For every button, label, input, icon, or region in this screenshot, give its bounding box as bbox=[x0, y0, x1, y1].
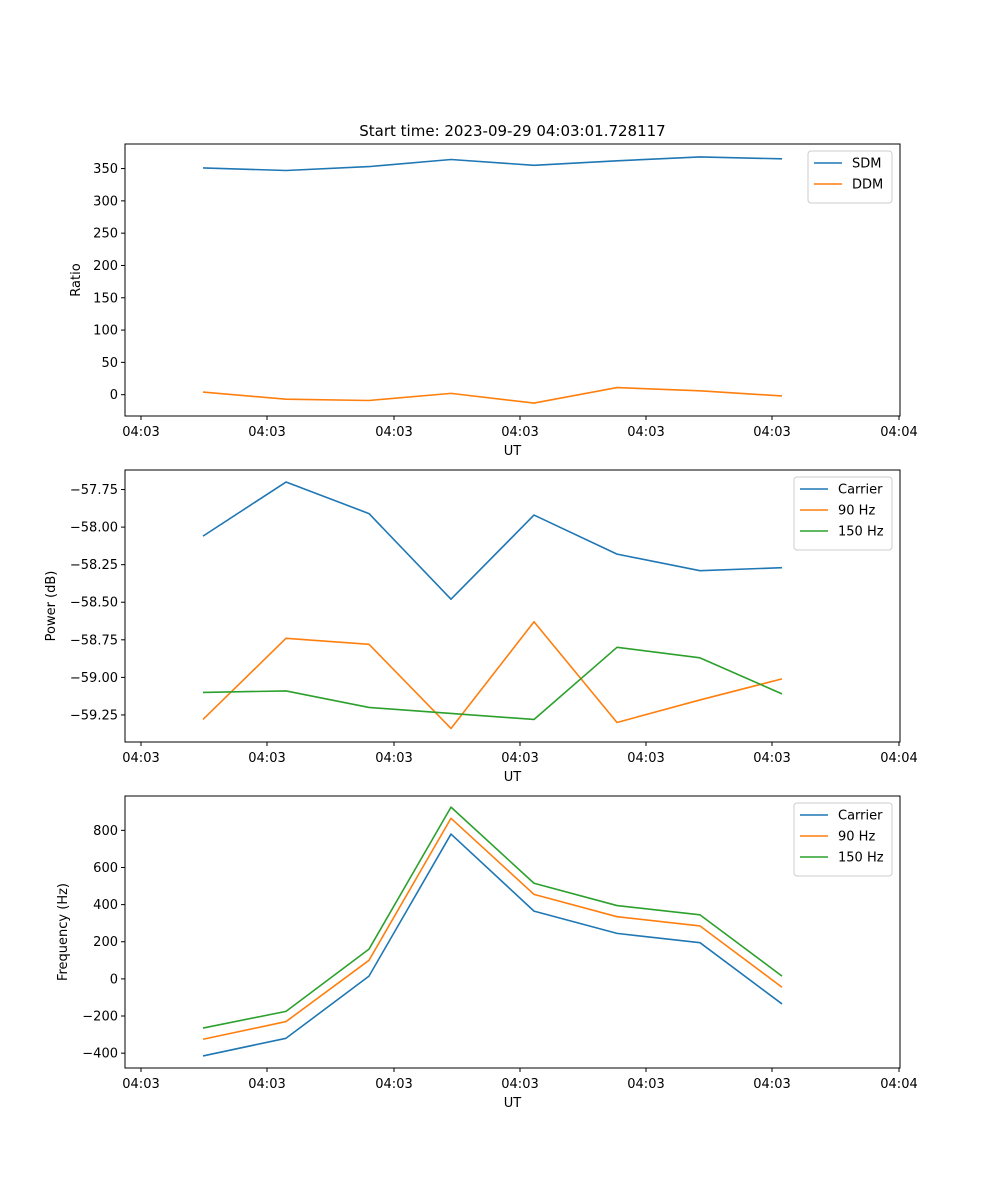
panel-1: 0 50 100 150 200 250 300 350 04:03 04:03 04:03 04:0… bbox=[69, 143, 918, 459]
series-line-carrier bbox=[202, 833, 783, 1057]
y-tick-label: 600 bbox=[93, 861, 118, 876]
x-tick-label: 04:03 bbox=[248, 425, 285, 440]
legend-entry: Carrier bbox=[838, 483, 883, 498]
x-tick-label: 04:03 bbox=[122, 425, 159, 440]
x-tick-label: 04:03 bbox=[375, 751, 412, 766]
axes-frame bbox=[124, 795, 901, 1069]
series-line-carrier bbox=[202, 481, 783, 601]
x-tick-label: 04:03 bbox=[753, 1077, 790, 1092]
legend-entry: Carrier bbox=[838, 809, 883, 824]
y-tick-label: −58.50 bbox=[70, 596, 118, 611]
x-tick-label: 04:03 bbox=[627, 425, 664, 440]
series-line-150-hz bbox=[202, 806, 783, 1029]
x-tick-label: 04:03 bbox=[627, 751, 664, 766]
y-tick-label: 250 bbox=[93, 227, 118, 242]
legend-entry: DDM bbox=[852, 178, 883, 193]
x-tick-label: 04:04 bbox=[880, 1077, 917, 1092]
series-line-ddm bbox=[202, 386, 783, 404]
axes-frame bbox=[124, 143, 901, 417]
x-tick-label: 04:03 bbox=[501, 751, 538, 766]
y-tick-label: −59.25 bbox=[70, 708, 118, 723]
y-tick-label: −57.75 bbox=[70, 483, 118, 498]
y-tick-label: −200 bbox=[82, 1010, 118, 1025]
series-line-150-hz bbox=[202, 646, 783, 721]
x-tick-label: 04:03 bbox=[248, 751, 285, 766]
x-tick-label: 04:03 bbox=[501, 1077, 538, 1092]
x-tick-label: 04:03 bbox=[627, 1077, 664, 1092]
y-axis-label: Frequency (Hz) bbox=[56, 883, 71, 981]
y-tick-label: 0 bbox=[110, 388, 118, 403]
y-tick-label: 100 bbox=[93, 324, 118, 339]
y-tick-label: −58.25 bbox=[70, 558, 118, 573]
x-tick-label: 04:03 bbox=[753, 751, 790, 766]
y-axis-label: Power (dB) bbox=[44, 571, 59, 642]
y-tick-label: 200 bbox=[93, 259, 118, 274]
y-tick-label: 350 bbox=[93, 162, 118, 177]
x-tick-label: 04:03 bbox=[375, 1077, 412, 1092]
series-line-sdm bbox=[202, 156, 783, 172]
y-tick-label: 150 bbox=[93, 291, 118, 306]
y-tick-label: 800 bbox=[93, 824, 118, 839]
y-tick-label: 400 bbox=[93, 898, 118, 913]
x-tick-label: 04:04 bbox=[880, 425, 917, 440]
legend-entry: SDM bbox=[852, 157, 881, 172]
x-axis-label: UT bbox=[504, 770, 522, 785]
series-line-90-hz bbox=[202, 817, 783, 1041]
legend-entry: 90 Hz bbox=[838, 830, 875, 845]
y-tick-label: 50 bbox=[101, 356, 118, 371]
y-tick-label: −58.00 bbox=[70, 521, 118, 536]
y-tick-label: −400 bbox=[82, 1047, 118, 1062]
x-tick-label: 04:03 bbox=[375, 425, 412, 440]
legend-entry: 150 Hz bbox=[838, 851, 884, 866]
chart-title: Start time: 2023-09-29 04:03:01.728117 bbox=[359, 122, 665, 140]
y-tick-label: 200 bbox=[93, 935, 118, 950]
legend: Carrier 90 Hz 150 Hz bbox=[793, 476, 893, 551]
y-tick-label: 0 bbox=[110, 972, 118, 987]
legend: Carrier 90 Hz 150 Hz bbox=[793, 802, 893, 877]
panel-3: 800 600 400 200 0 −200 −400 04:03 04:03 04:03 04:0… bbox=[56, 795, 918, 1111]
y-tick-label: 300 bbox=[93, 194, 118, 209]
x-tick-label: 04:03 bbox=[248, 1077, 285, 1092]
y-tick-label: −59.00 bbox=[70, 671, 118, 686]
legend-entry: 90 Hz bbox=[838, 504, 875, 519]
legend: SDM DDM bbox=[807, 150, 893, 204]
x-tick-label: 04:03 bbox=[122, 751, 159, 766]
y-axis-label: Ratio bbox=[69, 263, 84, 296]
x-tick-label: 04:03 bbox=[122, 1077, 159, 1092]
x-axis-label: UT bbox=[504, 444, 522, 459]
panel-2: −57.75 −58.00 −58.25 −58.50 −58.75 −59.00 −59.… bbox=[44, 469, 918, 785]
legend-box bbox=[807, 150, 893, 204]
x-tick-label: 04:04 bbox=[880, 751, 917, 766]
x-tick-label: 04:03 bbox=[501, 425, 538, 440]
x-axis-label: UT bbox=[504, 1096, 522, 1111]
series-line-90-hz bbox=[202, 620, 783, 730]
y-tick-label: −58.75 bbox=[70, 633, 118, 648]
axes-frame bbox=[124, 469, 901, 743]
x-tick-label: 04:03 bbox=[753, 425, 790, 440]
legend-entry: 150 Hz bbox=[838, 525, 884, 540]
